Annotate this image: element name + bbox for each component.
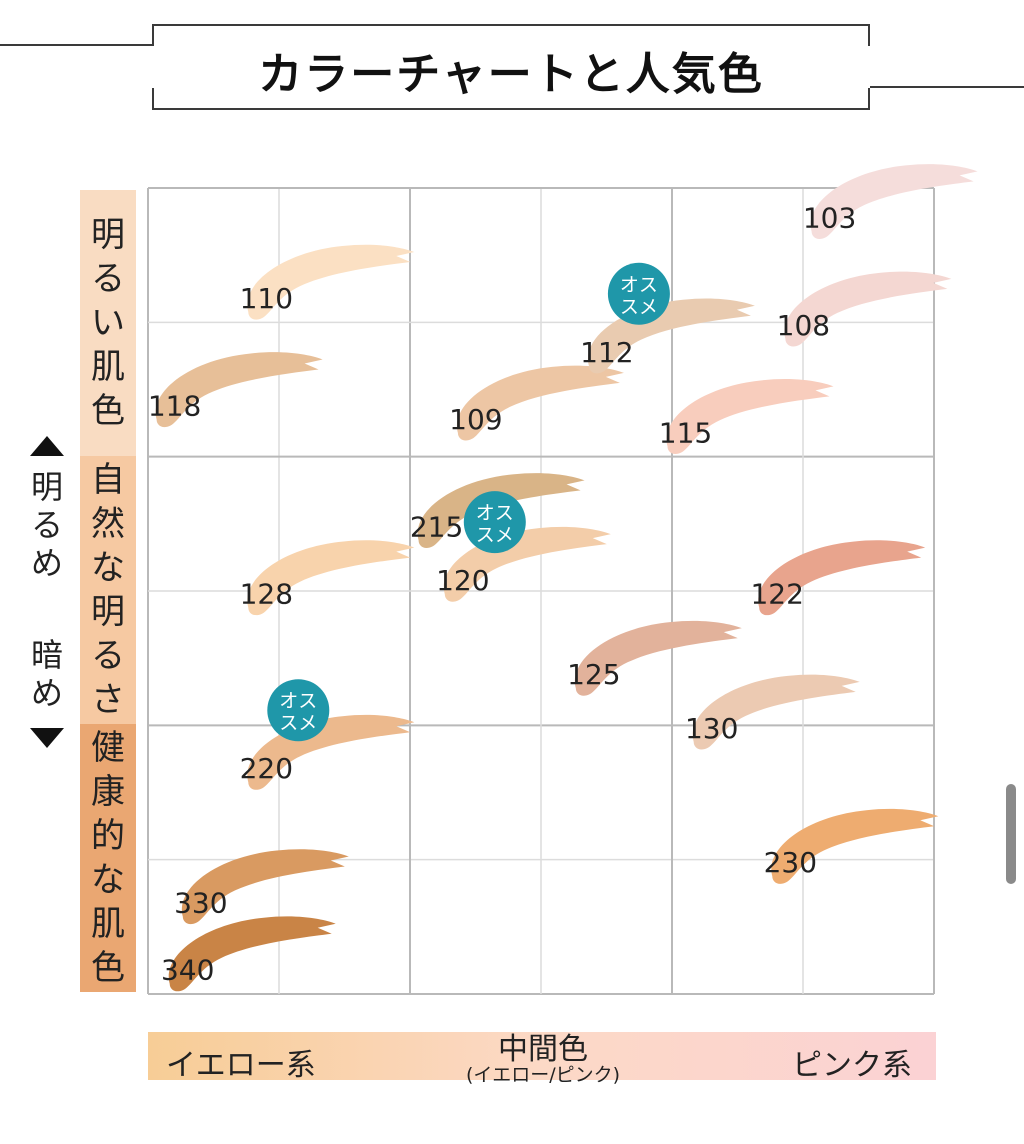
swatch-340: 340 [161, 916, 336, 992]
recommend-badge [267, 679, 330, 742]
swatch-stroke [758, 540, 926, 616]
swatch-stroke [810, 164, 978, 240]
recommend-badge-text: スメ [279, 712, 317, 734]
shade-label: 215 [410, 510, 463, 543]
recommend-badge-text: オス [279, 690, 317, 712]
x-label-middle: 中間色 [498, 1032, 588, 1067]
swatch-stroke [417, 473, 585, 549]
swatch-115: 115 [659, 379, 834, 454]
recommend-badge [607, 262, 670, 325]
recommend-badge-text: スメ [476, 524, 514, 546]
title-rule-right [870, 86, 1024, 88]
shade-label: 112 [580, 336, 633, 369]
swatch-128: 128 [240, 540, 415, 616]
swatch-stroke [784, 271, 952, 347]
scrollbar-thumb[interactable] [1006, 784, 1016, 884]
shade-label: 108 [777, 309, 830, 342]
swatch-125: 125 [567, 620, 742, 696]
shade-label: 220 [240, 752, 293, 785]
row-band-bright: 明るい肌色明るい肌色 [80, 190, 136, 456]
swatch-109: 109 [449, 365, 624, 441]
x-label-yellow: イエロー系 [166, 1048, 316, 1083]
swatch-stroke [181, 849, 349, 925]
darker-label: 暗め暗め [30, 636, 63, 712]
swatch-stroke [666, 379, 834, 454]
x-label-pink: ピンク系 [792, 1048, 912, 1083]
swatch-122: 122 [750, 540, 926, 616]
swatch-stroke [168, 916, 336, 992]
swatch-stroke [692, 674, 860, 750]
swatch-330: 330 [174, 849, 349, 925]
brighter-label: 明るめ明るめ [30, 468, 63, 582]
recommend-badge-text: オス [620, 274, 658, 296]
shade-label: 115 [659, 416, 712, 449]
swatch-118: 118 [148, 352, 323, 428]
swatch-230: 230 [764, 808, 939, 884]
shade-label: 230 [764, 846, 817, 879]
shade-label: 109 [449, 403, 502, 436]
x-label-middle-sub: (イエロー/ピンク) [465, 1064, 621, 1086]
recommend-badge-text: スメ [620, 296, 658, 318]
swatch-215: 215 [410, 473, 585, 549]
row-band-healthy: 健康的な肌色健康的な肌色 [80, 724, 136, 992]
recommend-badge [463, 491, 526, 554]
title-rule-left [0, 44, 152, 46]
arrow-up-icon [30, 436, 64, 456]
shade-label: 330 [174, 887, 227, 920]
row-band-natural: 自然な明るさ自然な明るさ [80, 456, 136, 724]
swatch-108: 108 [777, 271, 952, 347]
shade-label: 118 [148, 390, 201, 423]
shade-label: 110 [240, 282, 293, 315]
swatch-stroke [771, 808, 939, 884]
shade-label: 128 [240, 578, 293, 611]
shade-label: 122 [750, 578, 803, 611]
swatch-stroke [247, 244, 415, 320]
swatch-stroke [574, 620, 742, 696]
title-frame [152, 24, 870, 110]
recommend-badge-text: オス [476, 502, 514, 524]
shade-label: 103 [803, 201, 856, 234]
arrow-down-icon [30, 728, 64, 748]
swatch-130: 130 [685, 674, 860, 750]
swatch-stroke [247, 540, 415, 616]
shade-label: 120 [436, 564, 489, 597]
swatch-stroke [456, 365, 624, 441]
x-axis-bar [148, 1032, 936, 1080]
shade-label: 125 [567, 658, 620, 691]
shade-label: 340 [161, 954, 214, 987]
swatch-103: 103 [803, 164, 978, 240]
shade-label: 130 [685, 712, 738, 745]
swatch-stroke [155, 352, 323, 428]
swatch-110: 110 [240, 244, 415, 320]
chart-title: カラーチャートと人気色 [258, 49, 764, 100]
